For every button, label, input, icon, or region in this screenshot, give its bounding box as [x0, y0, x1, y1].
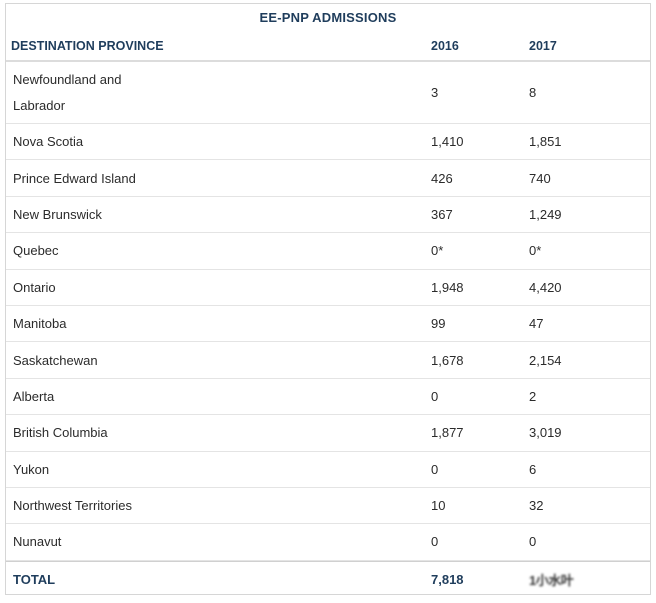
total-row: TOTAL 7,818 1小水叶 — [6, 560, 650, 597]
province-cell: Nunavut — [13, 534, 62, 550]
province-cell: Northwest Territories — [13, 498, 132, 514]
table-header-row: DESTINATION PROVINCE 2016 2017 — [6, 32, 650, 62]
value-2016-cell: 1,877 — [431, 425, 464, 441]
value-2017-cell: 740 — [529, 170, 551, 186]
table-row: Prince Edward Island 426 740 — [6, 160, 650, 197]
value-2016-cell: 1,410 — [431, 134, 464, 150]
table-row: Northwest Territories 10 32 — [6, 488, 650, 525]
province-cell: Nova Scotia — [13, 134, 84, 150]
header-destination-province: DESTINATION PROVINCE — [11, 39, 164, 53]
province-cell: British Columbia — [13, 425, 108, 441]
table-caption: EE-PNP ADMISSIONS — [259, 10, 397, 25]
admissions-table: EE-PNP ADMISSIONS DESTINATION PROVINCE 2… — [5, 3, 651, 595]
province-cell: Prince Edward Island — [13, 170, 136, 186]
value-2016-cell: 10 — [431, 498, 446, 514]
value-2017-cell: 4,420 — [529, 279, 562, 295]
table-row: Newfoundland and Labrador 3 8 — [6, 62, 650, 124]
value-2017-cell: 0* — [529, 243, 542, 259]
table-row: Yukon 0 6 — [6, 452, 650, 488]
header-2016: 2016 — [431, 39, 459, 53]
value-2017-cell: 2,154 — [529, 352, 562, 368]
value-2016-cell: 1,948 — [431, 279, 464, 295]
province-cell: Yukon — [13, 461, 50, 477]
value-2016-cell: 0 — [431, 461, 439, 477]
value-2016-cell: 0 — [431, 388, 439, 404]
value-2017-cell: 8 — [529, 85, 537, 100]
total-2017-value: 1小水叶 — [529, 572, 574, 588]
table-row: British Columbia 1,877 3,019 — [6, 415, 650, 452]
total-label: TOTAL — [13, 571, 56, 587]
table-row: Nova Scotia 1,410 1,851 — [6, 124, 650, 161]
province-cell: Quebec — [13, 243, 59, 259]
value-2017-cell: 2 — [529, 388, 537, 404]
value-2016-cell: 367 — [431, 206, 453, 222]
table-row: Quebec 0* 0* — [6, 233, 650, 270]
value-2016-cell: 3 — [431, 85, 439, 100]
table-row: Nunavut 0 0 — [6, 524, 650, 561]
table-row: Alberta 0 2 — [6, 379, 650, 416]
total-2016: 7,818 — [431, 571, 464, 587]
value-2017-cell: 32 — [529, 498, 544, 514]
value-2016-cell: 0* — [431, 243, 444, 259]
province-cell: Newfoundland and Labrador — [13, 71, 122, 113]
table-row: Ontario 1,948 4,420 — [6, 270, 650, 306]
value-2016-cell: 426 — [431, 170, 453, 186]
table-row: Manitoba 99 47 — [6, 306, 650, 343]
value-2016-cell: 0 — [431, 534, 439, 550]
province-cell: Saskatchewan — [13, 352, 98, 368]
table-row: New Brunswick 367 1,249 — [6, 197, 650, 234]
value-2017-cell: 0 — [529, 534, 537, 550]
table-row: Saskatchewan 1,678 2,154 — [6, 342, 650, 379]
value-2017-cell: 3,019 — [529, 425, 562, 441]
province-cell: Manitoba — [13, 316, 67, 332]
value-2017-cell: 6 — [529, 461, 537, 477]
total-2017: 1小水叶 — [529, 570, 650, 589]
header-2017: 2017 — [529, 39, 557, 53]
value-2016-cell: 99 — [431, 316, 446, 332]
province-cell: Alberta — [13, 388, 55, 404]
value-2017-cell: 1,249 — [529, 206, 562, 222]
value-2017-cell: 47 — [529, 316, 544, 332]
province-cell: Ontario — [13, 279, 56, 295]
province-cell: New Brunswick — [13, 206, 102, 222]
value-2017-cell: 1,851 — [529, 134, 562, 150]
value-2016-cell: 1,678 — [431, 352, 464, 368]
